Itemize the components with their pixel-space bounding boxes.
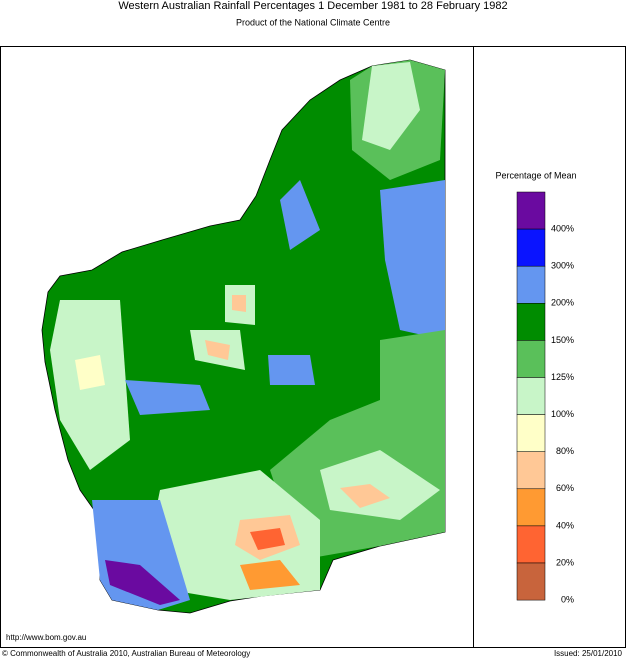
region xyxy=(105,560,180,605)
region xyxy=(268,355,315,385)
legend-swatch xyxy=(516,340,546,378)
legend-label: 80% xyxy=(556,446,574,456)
legend-label: 300% xyxy=(551,261,574,271)
legend-label: 200% xyxy=(551,298,574,308)
legend: 400% 300% 200% 150% 125% 100% 80% 60% 40% 20% 0% xyxy=(516,191,574,604)
region xyxy=(380,180,445,340)
region xyxy=(75,355,105,390)
legend-swatch xyxy=(516,265,546,304)
region xyxy=(240,560,300,590)
legend-label: 125% xyxy=(551,372,574,382)
legend-swatch xyxy=(516,377,546,415)
legend-label: 20% xyxy=(556,557,574,567)
legend-label: 40% xyxy=(556,520,574,530)
legend-swatch xyxy=(516,191,546,230)
legend-swatch xyxy=(516,451,546,490)
region xyxy=(250,528,285,550)
title: Western Australian Rainfall Percentages … xyxy=(118,0,507,12)
region xyxy=(320,450,440,520)
legend-label: 150% xyxy=(551,335,574,345)
legend-swatch xyxy=(516,303,546,341)
legend-title: Percentage of Mean xyxy=(495,170,576,180)
url: http://www.bom.gov.au xyxy=(6,633,86,642)
region xyxy=(205,340,230,360)
region xyxy=(340,484,390,508)
region xyxy=(125,380,210,415)
legend-swatch xyxy=(516,488,546,527)
issued: Issued: 25/01/2010 xyxy=(554,649,623,658)
legend-swatch xyxy=(516,562,546,601)
legend-label: 100% xyxy=(551,409,574,419)
legend-swatch xyxy=(516,228,546,267)
legend-label: 0% xyxy=(561,594,574,604)
region xyxy=(232,295,246,312)
region xyxy=(280,180,320,250)
legend-label: 400% xyxy=(551,223,574,233)
copyright: © Commonwealth of Australia 2010, Austra… xyxy=(2,649,250,658)
legend-swatch xyxy=(516,414,546,452)
region xyxy=(362,62,420,150)
legend-label: 60% xyxy=(556,483,574,493)
wa-map xyxy=(41,59,446,614)
subtitle: Product of the National Climate Centre xyxy=(236,17,390,27)
legend-swatch xyxy=(516,525,546,564)
